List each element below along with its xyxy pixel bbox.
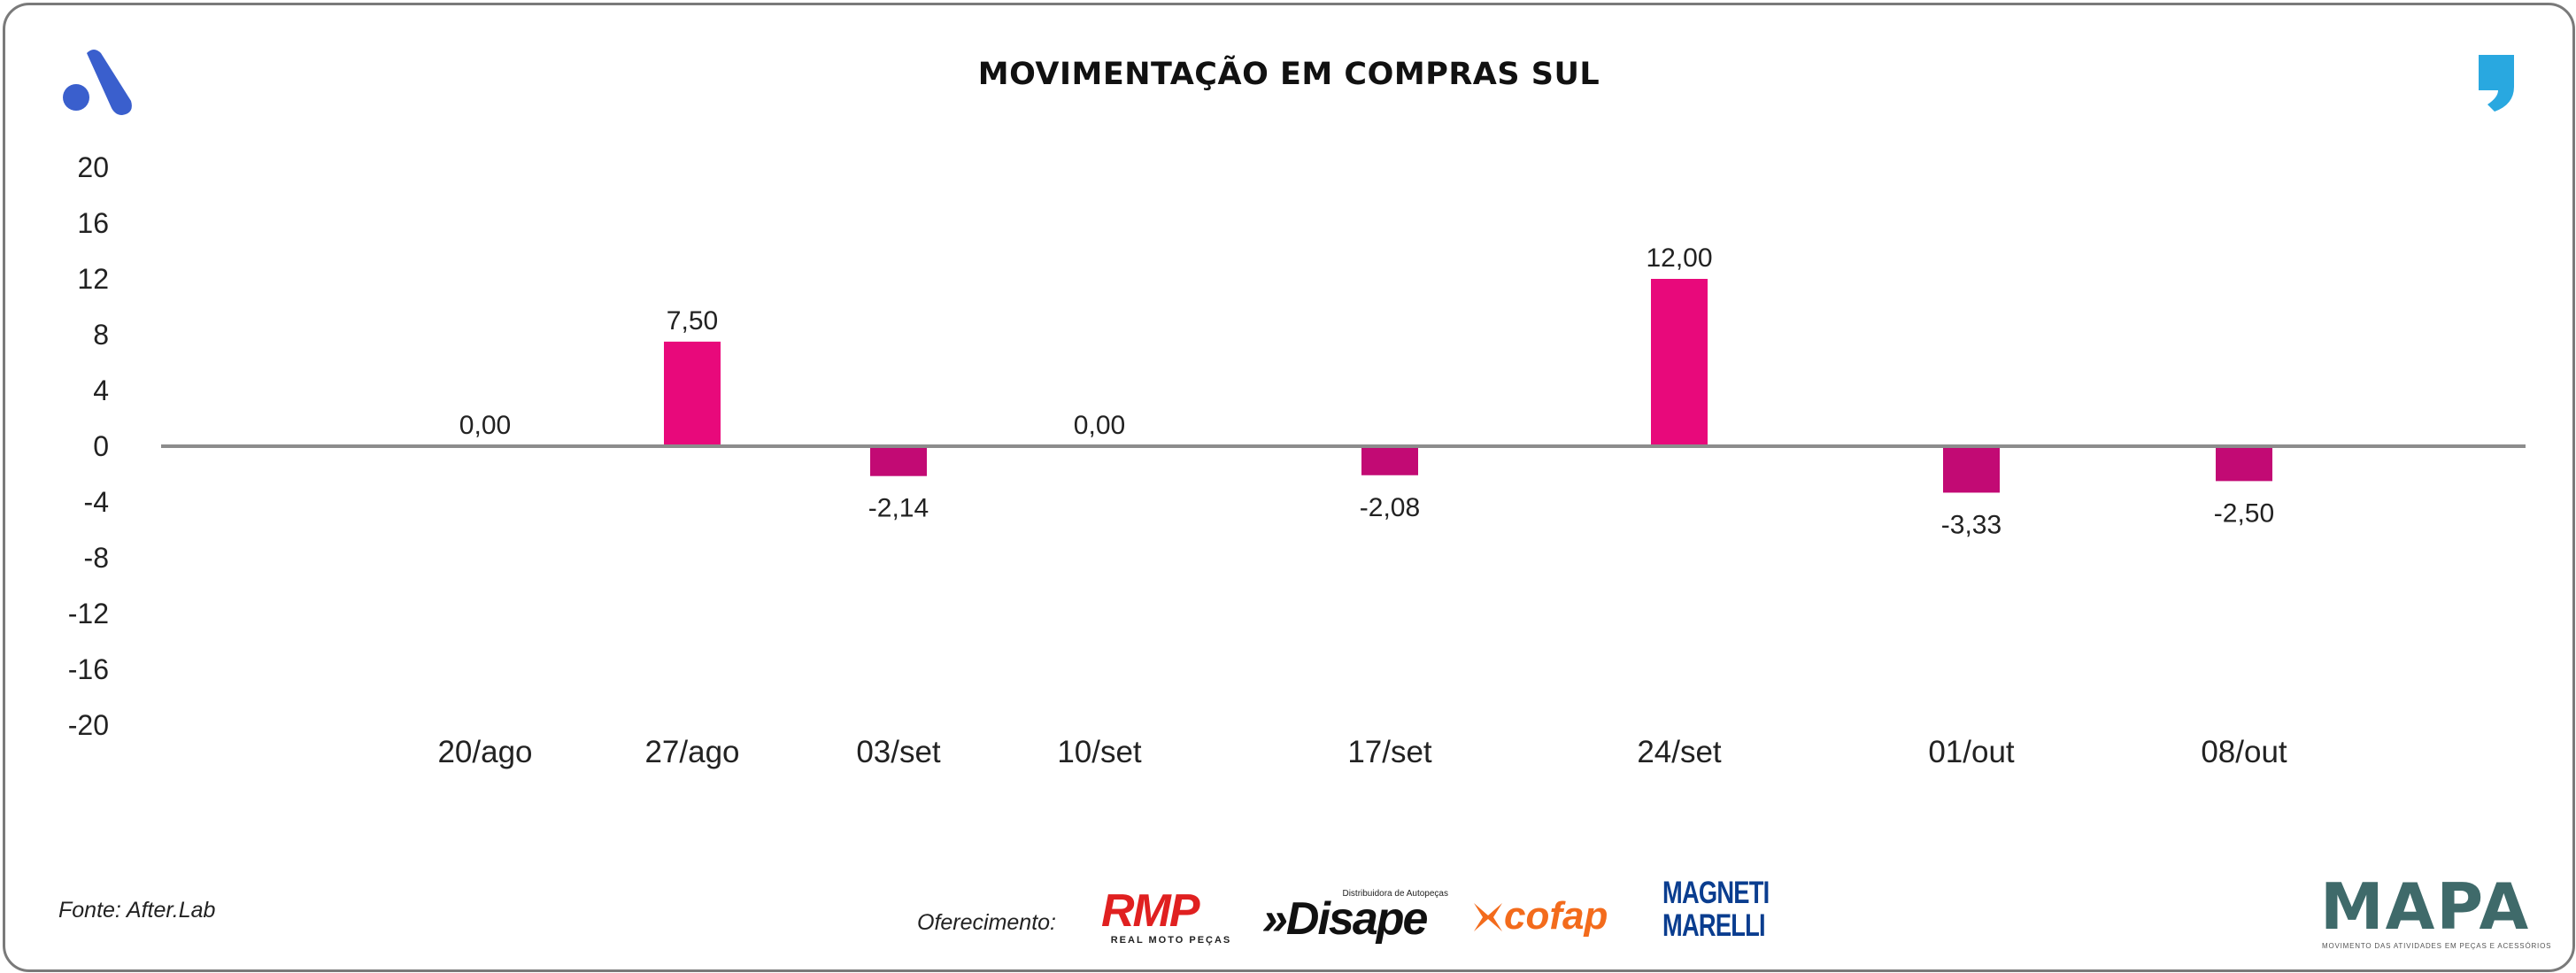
- x-tick-label: 24/set: [1637, 735, 1722, 769]
- cofap-name: cofap: [1504, 894, 1608, 938]
- bar: [1943, 446, 2000, 493]
- source-note: Fonte: After.Lab: [58, 898, 216, 923]
- bar: [664, 341, 721, 446]
- disape-logo: Distribuidora de Autopeças »Disape: [1262, 887, 1448, 946]
- y-tick-label: 4: [93, 375, 109, 406]
- y-tick-label: -4: [84, 486, 109, 518]
- cofap-x-icon: [1474, 903, 1502, 931]
- x-tick-label: 17/set: [1347, 735, 1432, 769]
- x-tick-label: 01/out: [1928, 735, 2015, 769]
- cofap-logo: cofap: [1470, 891, 1647, 944]
- bar: [1361, 446, 1418, 475]
- mapa-name: MAPA: [2320, 869, 2531, 944]
- y-tick-label: -12: [68, 598, 109, 629]
- x-tick-label: 03/set: [856, 735, 941, 769]
- quote-comma-icon: [2479, 55, 2514, 112]
- rmp-name: RMP: [1101, 885, 1200, 937]
- after-lab-logo-icon: [63, 50, 132, 115]
- rmp-logo: RMP REAL MOTO PEÇAS: [1101, 887, 1241, 946]
- data-label: 7,50: [667, 306, 718, 336]
- sponsor-label: Oferecimento:: [917, 910, 1057, 935]
- magneti-line2: MARELLI: [1662, 908, 1766, 943]
- data-label: 0,00: [459, 411, 511, 440]
- data-label: -2,14: [868, 494, 929, 523]
- y-tick-label: 16: [77, 207, 109, 239]
- x-tick-label: 08/out: [2201, 735, 2287, 769]
- bar: [2216, 446, 2272, 482]
- chart-title: MOVIMENTAÇÃO EM COMPRAS SUL: [977, 57, 1600, 92]
- y-tick-label: 0: [93, 430, 109, 462]
- x-tick-label: 10/set: [1057, 735, 1142, 769]
- y-tick-label: -20: [68, 709, 109, 741]
- x-tick-label: 20/ago: [437, 735, 532, 769]
- y-tick-label: 8: [93, 319, 109, 351]
- y-tick-label: 12: [77, 263, 109, 295]
- x-tick-label: 27/ago: [644, 735, 739, 769]
- data-label: -2,08: [1360, 493, 1420, 522]
- chart-frame: MOVIMENTAÇÃO EM COMPRAS SUL Fonte: After…: [3, 3, 2575, 972]
- rmp-tagline: REAL MOTO PEÇAS: [1110, 935, 1232, 946]
- data-label: 0,00: [1074, 411, 1125, 440]
- y-tick-label: 20: [77, 151, 109, 183]
- bar: [870, 446, 927, 476]
- magneti-marelli-logo: MAGNETI MARELLI: [1662, 876, 1797, 944]
- bar: [1651, 279, 1708, 446]
- disape-name: »Disape: [1262, 893, 1428, 945]
- mapa-logo: MAPA MOVIMENTO DAS ATIVIDADES EM PEÇAS E…: [2320, 872, 2550, 950]
- mapa-tagline: MOVIMENTO DAS ATIVIDADES EM PEÇAS E ACES…: [2322, 942, 2552, 950]
- y-tick-label: -16: [68, 653, 109, 685]
- y-tick-label: -8: [84, 542, 109, 574]
- disape-tagline: Distribuidora de Autopeças: [1342, 889, 1448, 899]
- data-label: -2,50: [2214, 498, 2274, 528]
- data-label: -3,33: [1941, 510, 2001, 539]
- data-label: 12,00: [1646, 243, 1712, 273]
- magneti-line1: MAGNETI: [1662, 876, 1770, 910]
